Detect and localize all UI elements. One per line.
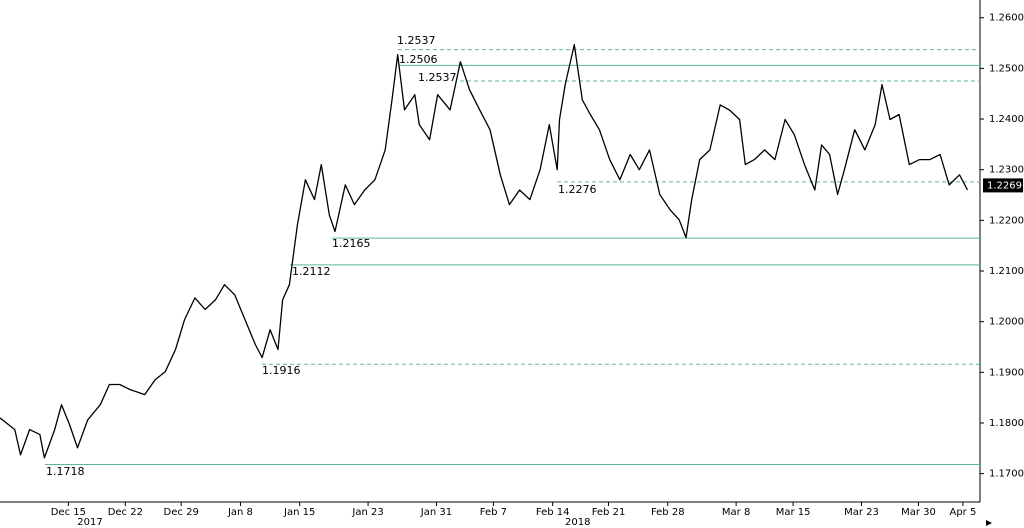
x-tick-label: Jan 23 bbox=[351, 507, 383, 518]
y-tick-label: 1.2300 bbox=[989, 165, 1024, 176]
annotation: 1.2537 bbox=[397, 34, 436, 47]
y-tick-label: 1.2100 bbox=[989, 266, 1024, 277]
x-tick-label: Apr 5 bbox=[949, 507, 976, 518]
annotation: 1.1916 bbox=[262, 364, 301, 377]
x-tick-label: Feb 21 bbox=[592, 507, 626, 518]
x-tick-label: Feb 14 bbox=[536, 507, 570, 518]
x-tick-label: Mar 30 bbox=[901, 507, 936, 518]
y-tick-label: 1.2600 bbox=[989, 13, 1024, 24]
year-label: 2017 bbox=[77, 517, 102, 528]
x-tick-label: Jan 15 bbox=[283, 507, 315, 518]
annotation: 1.2506 bbox=[399, 53, 438, 66]
last-value-box bbox=[983, 178, 1023, 193]
y-tick-label: 1.2000 bbox=[989, 317, 1024, 328]
x-tick-label: Mar 8 bbox=[722, 507, 750, 518]
x-tick-label: Dec 22 bbox=[108, 507, 143, 518]
annotation: 1.2112 bbox=[292, 265, 331, 278]
x-tick-label: Feb 28 bbox=[651, 507, 685, 518]
y-tick-label: 1.1800 bbox=[989, 418, 1024, 429]
y-tick-label: 1.1900 bbox=[989, 367, 1024, 378]
x-tick-label: Jan 31 bbox=[420, 507, 452, 518]
y-tick-label: 1.1700 bbox=[989, 469, 1024, 480]
year-label: 2018 bbox=[565, 517, 590, 528]
x-tick-label: Dec 15 bbox=[51, 507, 86, 518]
x-tick-label: Feb 7 bbox=[480, 507, 507, 518]
x-tick-label: Mar 15 bbox=[776, 507, 811, 518]
y-tick-label: 1.2400 bbox=[989, 114, 1024, 125]
x-tick-label: Jan 8 bbox=[227, 507, 253, 518]
x-tick-label: Mar 23 bbox=[844, 507, 879, 518]
annotation: 1.1718 bbox=[46, 465, 85, 478]
scroll-arrow bbox=[986, 520, 992, 526]
y-tick-label: 1.2500 bbox=[989, 63, 1024, 74]
annotation: 1.2537 bbox=[418, 71, 457, 84]
x-tick-label: Dec 29 bbox=[164, 507, 199, 518]
price-line bbox=[0, 43, 969, 459]
last-value-label: 1.2269 bbox=[987, 180, 1022, 191]
y-tick-label: 1.2200 bbox=[989, 215, 1024, 226]
annotation: 1.2276 bbox=[558, 183, 597, 196]
annotation: 1.2165 bbox=[332, 237, 371, 250]
